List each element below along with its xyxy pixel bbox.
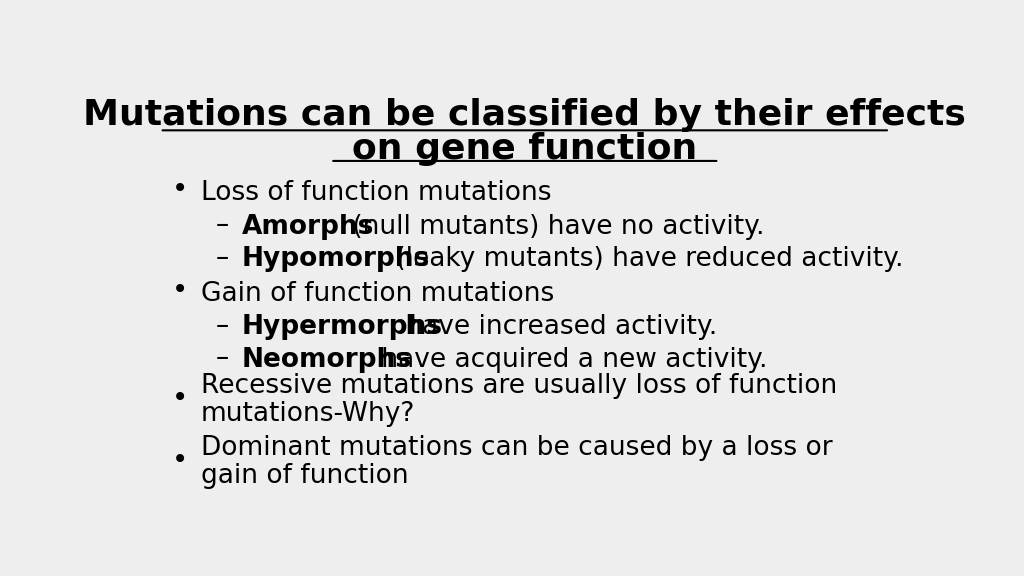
Text: Gain of function mutations: Gain of function mutations <box>201 282 554 308</box>
Text: Hypermorphs: Hypermorphs <box>242 314 442 340</box>
Text: –: – <box>215 212 228 238</box>
Text: •: • <box>172 276 187 304</box>
Text: –: – <box>215 245 228 271</box>
Text: Amorphs: Amorphs <box>242 214 374 240</box>
Text: •: • <box>172 175 187 203</box>
Text: gain of function: gain of function <box>201 463 409 489</box>
Text: on gene function: on gene function <box>352 132 697 166</box>
Text: Loss of function mutations: Loss of function mutations <box>201 180 552 206</box>
Text: (leaky mutants) have reduced activity.: (leaky mutants) have reduced activity. <box>387 246 904 272</box>
Text: •: • <box>172 446 187 474</box>
Text: Mutations can be classified by their effects: Mutations can be classified by their eff… <box>83 98 967 132</box>
Text: (null mutants) have no activity.: (null mutants) have no activity. <box>344 214 765 240</box>
Text: Hypomorphs: Hypomorphs <box>242 246 430 272</box>
Text: –: – <box>215 345 228 372</box>
Text: have acquired a new activity.: have acquired a new activity. <box>373 347 768 373</box>
Text: mutations-Why?: mutations-Why? <box>201 401 416 427</box>
Text: Recessive mutations are usually loss of function: Recessive mutations are usually loss of … <box>201 373 838 399</box>
Text: have increased activity.: have increased activity. <box>397 314 718 340</box>
Text: –: – <box>215 313 228 339</box>
Text: Neomorphs: Neomorphs <box>242 347 412 373</box>
Text: •: • <box>172 384 187 412</box>
Text: Dominant mutations can be caused by a loss or: Dominant mutations can be caused by a lo… <box>201 435 833 461</box>
